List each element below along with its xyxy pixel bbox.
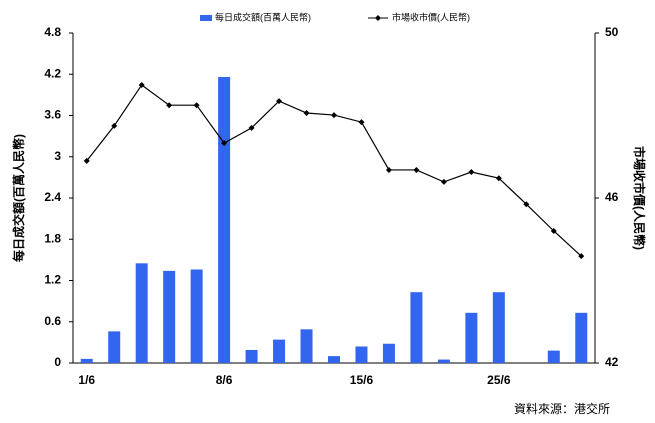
source: 資料來源：港交所 [514,401,610,416]
y-tick-label: 0.6 [44,314,61,328]
marker [413,166,420,173]
bar [80,358,93,363]
bar [437,359,450,363]
bar [328,356,340,363]
marker [303,110,310,117]
bar [108,331,121,363]
line [86,84,582,257]
y-tick-label: 2.4 [44,190,61,204]
legend-swatch [375,15,381,21]
y-tick-label: 1.8 [44,231,61,245]
y-tick-label: 0 [54,355,61,369]
legend-swatch [200,15,212,21]
marker [358,119,365,126]
marker [523,201,530,208]
marker [83,157,90,164]
bar [382,343,395,363]
marker [193,102,200,109]
bar [492,292,505,363]
y2-tick-label: 42 [605,355,619,369]
bar [245,349,258,363]
marker [578,253,585,260]
bar [547,350,560,363]
y2-tick-label: 46 [605,190,619,204]
marker [111,122,118,129]
x-tick-label: 8/6 [216,373,233,387]
y-tick-label: 4.8 [44,25,61,39]
y-axis-label: 每日成交額(百萬人民幣) [11,134,26,262]
marker [385,166,392,173]
x-tick-label: 25/6 [487,373,511,387]
x-tick-label: 1/6 [78,373,95,387]
y-tick-label: 3 [54,149,61,163]
y2-tick-label: 50 [605,25,619,39]
marker [331,112,337,119]
legend-label: 每日成交額(百萬人民幣) [215,11,311,22]
bar [575,312,588,363]
bar [190,269,203,363]
y-tick-label: 1.2 [44,273,61,287]
bar [273,339,286,363]
marker [248,124,255,131]
marker [276,98,283,105]
x-tick-label: 15/6 [350,373,374,387]
bar [135,263,148,363]
legend-label: 市場收市價(人民幣) [392,11,470,22]
bar [300,329,313,363]
bar [465,312,478,363]
marker [138,81,145,88]
bar [218,77,231,363]
marker [221,140,228,147]
bar [355,346,368,363]
y2-axis-label: 市場收市價(人民幣) [632,146,647,250]
bar [410,292,423,363]
y-tick-label: 3.6 [44,108,61,122]
bar [163,270,176,363]
marker [166,102,173,109]
marker [468,169,475,176]
y-tick-label: 4.2 [44,66,61,80]
marker [440,178,447,185]
marker [495,175,502,182]
marker [550,228,557,234]
